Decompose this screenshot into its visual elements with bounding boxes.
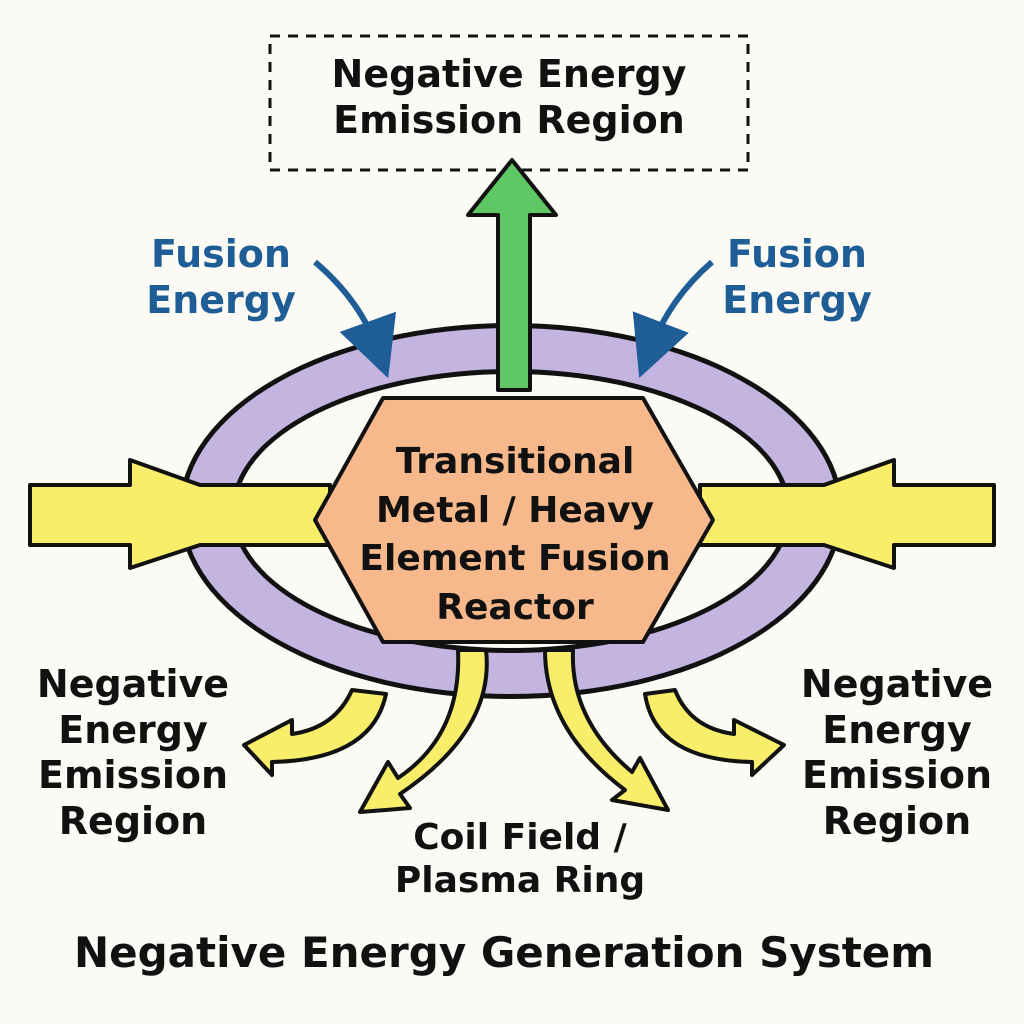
reactor-label: Transitional Metal / Heavy Element Fusio…: [359, 441, 671, 628]
top-region-label: Negative Energy Emission Region: [331, 52, 687, 142]
fusion-energy-label-right: Fusion Energy: [722, 232, 872, 322]
emission-arrow-center-left: [358, 648, 489, 814]
output-arrow-up: [466, 158, 558, 392]
fusion-energy-label-left: Fusion Energy: [146, 232, 296, 322]
fusion-arrow-left: [313, 259, 397, 379]
emission-arrow-far-right: [643, 688, 786, 777]
fusion-arrow-right: [632, 259, 714, 378]
side-region-label-left: Negative Energy Emission Region: [36, 662, 230, 843]
emission-arrow-far-left: [242, 688, 388, 777]
reactor-hexagon: [313, 396, 715, 644]
diagram-caption: Negative Energy Generation System: [73, 928, 935, 977]
coil-field-label: Coil Field / Plasma Ring: [394, 817, 646, 902]
side-region-label-right: Negative Energy Emission Region: [800, 662, 994, 843]
emission-arrow-center-right: [543, 648, 670, 812]
